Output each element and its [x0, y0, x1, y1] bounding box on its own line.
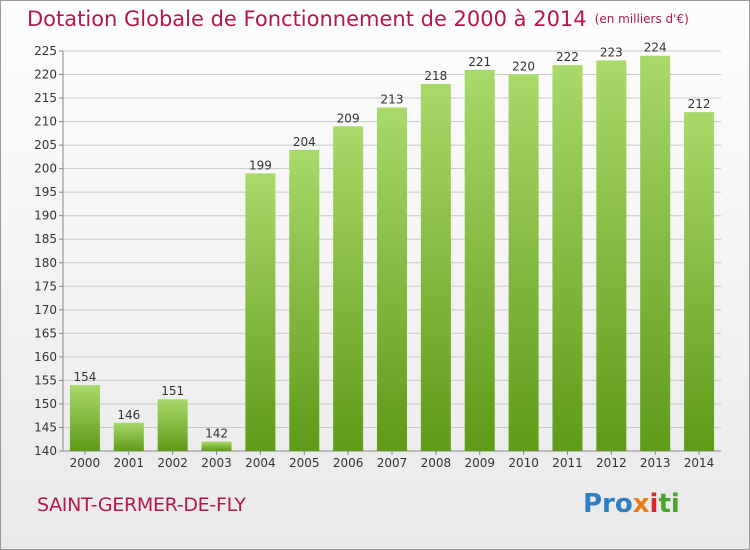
- bar-2010: [508, 74, 539, 451]
- y-tick-label: 210: [34, 115, 57, 129]
- x-tick-label: 2001: [114, 456, 145, 470]
- y-tick-label: 140: [34, 444, 57, 458]
- bar-2001: [113, 422, 144, 451]
- data-label: 220: [512, 60, 535, 74]
- data-label: 223: [600, 45, 623, 59]
- x-tick-label: 2012: [596, 456, 627, 470]
- y-tick-label: 195: [34, 185, 57, 199]
- data-label: 199: [249, 158, 272, 172]
- bar-2011: [552, 65, 583, 451]
- y-tick-label: 200: [34, 162, 57, 176]
- y-tick-label: 175: [34, 279, 57, 293]
- bar-2013: [640, 55, 671, 452]
- commune-name: SAINT-GERMER-DE-FLY: [37, 494, 246, 516]
- y-tick-label: 170: [34, 303, 57, 317]
- x-tick-label: 2007: [377, 456, 408, 470]
- logo-part-1: Pro: [583, 489, 633, 519]
- y-tick-label: 225: [34, 44, 57, 58]
- logo-part-2: x: [632, 489, 650, 519]
- data-label: 213: [381, 92, 404, 106]
- data-label: 154: [73, 370, 96, 384]
- y-tick-label: 185: [34, 232, 57, 246]
- bar-2008: [420, 83, 451, 452]
- y-tick-label: 155: [34, 373, 57, 387]
- bar-2012: [596, 60, 627, 451]
- bar-2003: [201, 441, 232, 451]
- y-tick-label: 190: [34, 209, 57, 223]
- x-tick-label: 2014: [684, 456, 715, 470]
- data-label: 221: [468, 55, 491, 69]
- x-tick-label: 2009: [464, 456, 495, 470]
- bar-2005: [289, 149, 320, 451]
- y-tick-label: 215: [34, 91, 57, 105]
- bar-2004: [245, 173, 276, 451]
- x-tick-label: 2006: [333, 456, 364, 470]
- bar-2009: [464, 69, 495, 451]
- data-label: 146: [117, 408, 140, 422]
- data-label: 151: [161, 384, 184, 398]
- chart-title: Dotation Globale de Fonctionnement de 20…: [27, 7, 689, 31]
- data-label: 224: [644, 41, 667, 55]
- proxiti-logo: Proxiti: [583, 489, 680, 519]
- y-tick-label: 180: [34, 256, 57, 270]
- bar-2000: [69, 385, 100, 451]
- bar-2007: [377, 107, 407, 452]
- data-label: 209: [337, 111, 360, 125]
- y-tick-label: 205: [34, 138, 57, 152]
- x-tick-label: 2002: [157, 456, 188, 470]
- data-label: 212: [688, 97, 711, 111]
- x-tick-label: 2005: [289, 456, 320, 470]
- x-tick-label: 2011: [552, 456, 583, 470]
- y-tick-label: 160: [34, 350, 57, 364]
- y-tick-label: 165: [34, 326, 57, 340]
- logo-part-3: i: [649, 489, 659, 519]
- x-tick-label: 2000: [70, 456, 101, 470]
- bar-2002: [157, 399, 188, 451]
- logo-part-4: ti: [658, 489, 680, 519]
- data-label: 218: [424, 69, 447, 83]
- data-label: 142: [205, 427, 228, 441]
- x-tick-label: 2013: [640, 456, 671, 470]
- y-tick-label: 145: [34, 420, 57, 434]
- x-tick-label: 2010: [508, 456, 539, 470]
- data-label: 204: [293, 135, 316, 149]
- y-tick-label: 150: [34, 397, 57, 411]
- data-label: 222: [556, 50, 579, 64]
- bar-2014: [684, 112, 715, 452]
- chart-title-text: Dotation Globale de Fonctionnement de 20…: [27, 7, 587, 31]
- x-tick-label: 2004: [245, 456, 276, 470]
- x-tick-label: 2008: [421, 456, 452, 470]
- bar-2006: [333, 126, 364, 451]
- x-tick-label: 2003: [201, 456, 232, 470]
- y-tick-label: 220: [34, 68, 57, 82]
- unit-note: (en milliers d'€): [594, 12, 689, 26]
